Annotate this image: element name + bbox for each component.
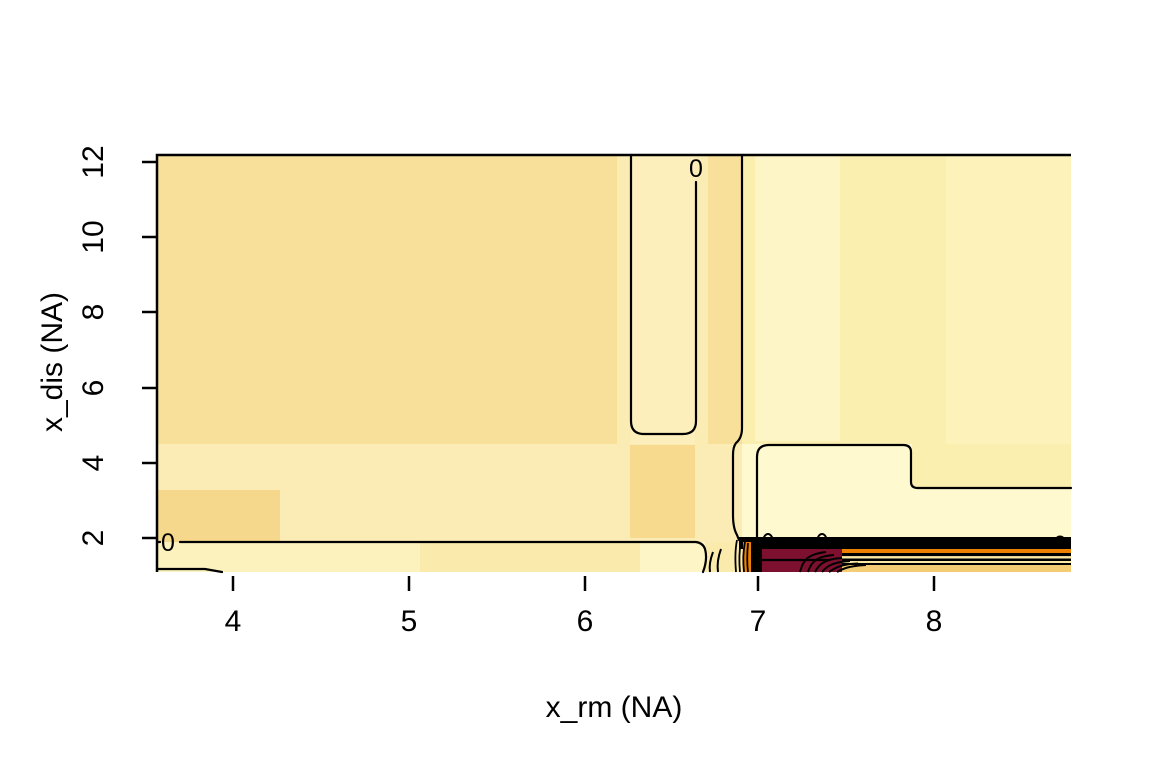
band-black-3: [830, 558, 1071, 561]
fan-line: [799, 551, 827, 573]
fan-line: [828, 562, 859, 573]
region-below-line-pale-notch: [640, 542, 705, 572]
y-axis-title: x_dis (NA): [36, 292, 69, 432]
region-left-low-block: [157, 490, 280, 542]
y-tick-label: 6: [77, 380, 110, 397]
band-black-4: [830, 563, 1071, 565]
plot-box: [155, 153, 1071, 572]
fan-line: [836, 564, 867, 573]
cluster-vertical-lines: [734, 539, 749, 573]
contour-u-loop: [629, 153, 698, 436]
contour-lines: [629, 153, 1073, 542]
x-axis-title: x_rm (NA): [546, 691, 683, 724]
x-tick-label: 7: [750, 605, 767, 638]
y-axis-tick-labels: 2 4 6 8 10 12: [77, 145, 110, 546]
bottom-ridge-band: [708, 537, 1071, 573]
x-tick-label: 4: [225, 605, 242, 638]
dip-line: [708, 551, 714, 573]
band-orange-strip: [830, 549, 1071, 553]
x-tick-label: 5: [401, 605, 418, 638]
fan-line: [814, 557, 843, 573]
cluster-line: [742, 541, 746, 573]
band-tan-bottom: [830, 565, 1071, 572]
cluster-black-column: [751, 540, 762, 572]
cluster-line: [734, 539, 738, 573]
y-tick-label: 8: [77, 304, 110, 321]
cluster-line: [738, 540, 742, 573]
region-below-line-left: [157, 542, 420, 572]
region-dark-column: [630, 445, 695, 538]
region-above-step-right: [912, 444, 1071, 488]
y-tick-label: 12: [77, 145, 110, 178]
band-black-thick: [739, 537, 1071, 549]
region-strip-right-of-loop: [695, 155, 708, 445]
region-right-pale-strip: [755, 155, 840, 441]
x-axis-tick-labels: 4 5 6 7 8: [225, 605, 943, 638]
region-right-far: [946, 155, 1071, 444]
contour-step: [755, 443, 1073, 539]
band-pale-2: [830, 561, 1071, 563]
fill-regions: [157, 155, 1071, 572]
x-tick-label: 6: [577, 605, 594, 638]
dip-line: [716, 548, 722, 573]
y-tick-label: 4: [77, 455, 110, 472]
region-inside-loop: [631, 155, 695, 445]
y-axis-ticks: [142, 160, 157, 540]
cluster-line: [746, 542, 749, 573]
dip-contour-lines: [708, 548, 722, 573]
contour-labels: 0 0: [161, 155, 703, 557]
contour-fan-lines: [799, 551, 867, 573]
fan-line: [821, 560, 851, 573]
contour-label-zero-left: 0: [161, 529, 175, 557]
bottom-left-contour: [155, 567, 224, 574]
y-tick-label: 10: [77, 220, 110, 253]
band-black-2: [830, 553, 1071, 557]
x-tick-label: 8: [926, 605, 943, 638]
x-axis: 4 5 6 7 8 x_rm (NA): [225, 576, 943, 724]
zero-line-main: [178, 540, 708, 574]
x-axis-ticks: [231, 576, 936, 591]
y-axis: 2 4 6 8 10 12 x_dis (NA): [36, 145, 157, 546]
contour-long-vertical: [731, 153, 744, 542]
band-pale-1: [830, 556, 1071, 559]
y-tick-label: 2: [77, 530, 110, 547]
fan-line: [807, 554, 835, 573]
contour-label-zero-top: 0: [689, 155, 703, 183]
